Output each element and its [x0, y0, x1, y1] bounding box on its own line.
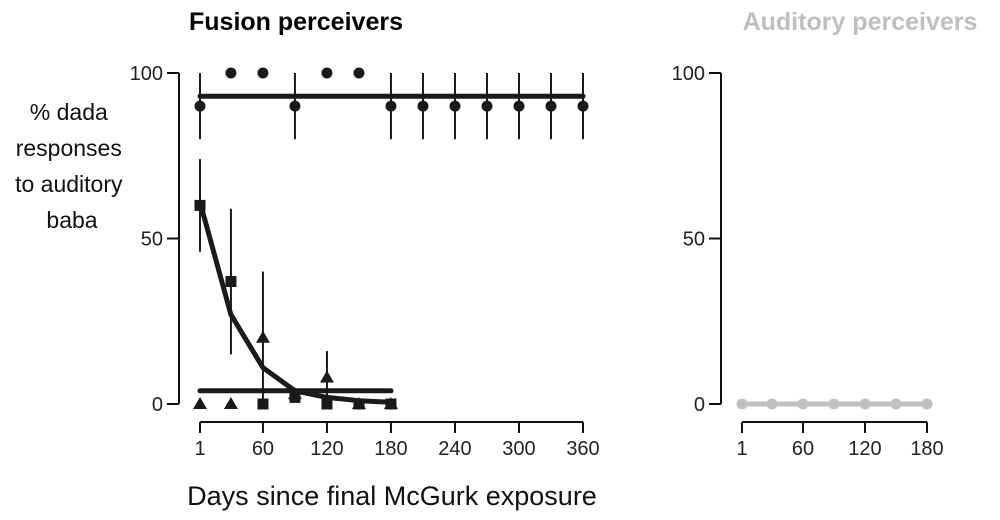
data-point: [828, 398, 840, 410]
x-tick-label: 180: [374, 438, 407, 460]
data-point: [577, 100, 589, 112]
data-point: [193, 397, 207, 409]
data-point: [257, 67, 269, 79]
left-panel: 0 50 100 1 60 120 180 240 300 360: [130, 63, 600, 460]
data-point: [797, 398, 809, 410]
x-tick-label: 120: [310, 438, 343, 460]
y-axis-label-line: responses: [16, 135, 122, 161]
x-tick-label: 240: [438, 438, 471, 460]
data-point: [319, 370, 334, 383]
y-axis-label-line: to auditory: [15, 171, 123, 197]
y-tick-label: 50: [141, 229, 163, 251]
right-panel-title: Auditory perceivers: [743, 8, 978, 36]
y-tick-label: 100: [130, 63, 163, 85]
data-point: [890, 398, 902, 410]
x-tick-label: 180: [910, 438, 943, 460]
y-tick-label: 50: [683, 229, 705, 251]
data-point: [513, 100, 525, 112]
x-tick-label: 300: [502, 438, 535, 460]
y-tick-label: 0: [152, 394, 163, 416]
data-point: [921, 398, 933, 410]
x-tick-label: 1: [736, 438, 747, 460]
x-tick-label: 360: [566, 438, 599, 460]
y-axis-label-line: % dada: [30, 99, 108, 125]
data-point: [225, 67, 237, 79]
data-point: [766, 398, 778, 410]
data-point: [859, 398, 871, 410]
x-tick-label: 1: [194, 438, 205, 460]
data-point: [736, 398, 748, 410]
x-tick-label: 60: [252, 438, 274, 460]
right-panel: 0 50 100 1 60 120 180: [672, 63, 944, 460]
y-axis-label-line: baba: [46, 207, 97, 233]
data-point: [321, 67, 333, 79]
data-point: [194, 100, 206, 112]
data-point: [383, 397, 398, 409]
y-axis-label: % dada responses to auditory baba: [15, 99, 129, 233]
data-point: [225, 276, 237, 288]
left-panel-title: Fusion perceivers: [189, 8, 403, 36]
data-point: [223, 397, 238, 409]
x-axis-label: Days since final McGurk exposure: [187, 481, 597, 511]
x-tick-label: 120: [848, 438, 881, 460]
data-point: [545, 100, 557, 112]
data-point: [194, 199, 206, 211]
data-point: [289, 100, 301, 112]
y-tick-label: 0: [694, 394, 705, 416]
data-point: [385, 100, 397, 112]
x-tick-label: 60: [792, 438, 814, 460]
data-point: [449, 100, 461, 112]
data-point: [481, 100, 493, 112]
data-point: [353, 67, 365, 79]
fit-line: [197, 199, 394, 405]
data-point: [287, 387, 302, 400]
data-point: [255, 330, 270, 343]
y-tick-label: 100: [672, 63, 705, 85]
data-point: [417, 100, 429, 112]
data-point: [351, 397, 366, 409]
